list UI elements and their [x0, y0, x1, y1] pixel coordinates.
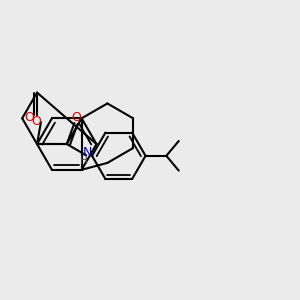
Text: O: O [31, 115, 41, 128]
Text: O: O [71, 111, 81, 124]
Text: H: H [80, 156, 88, 166]
Text: O: O [24, 111, 34, 124]
Text: N: N [83, 146, 92, 159]
